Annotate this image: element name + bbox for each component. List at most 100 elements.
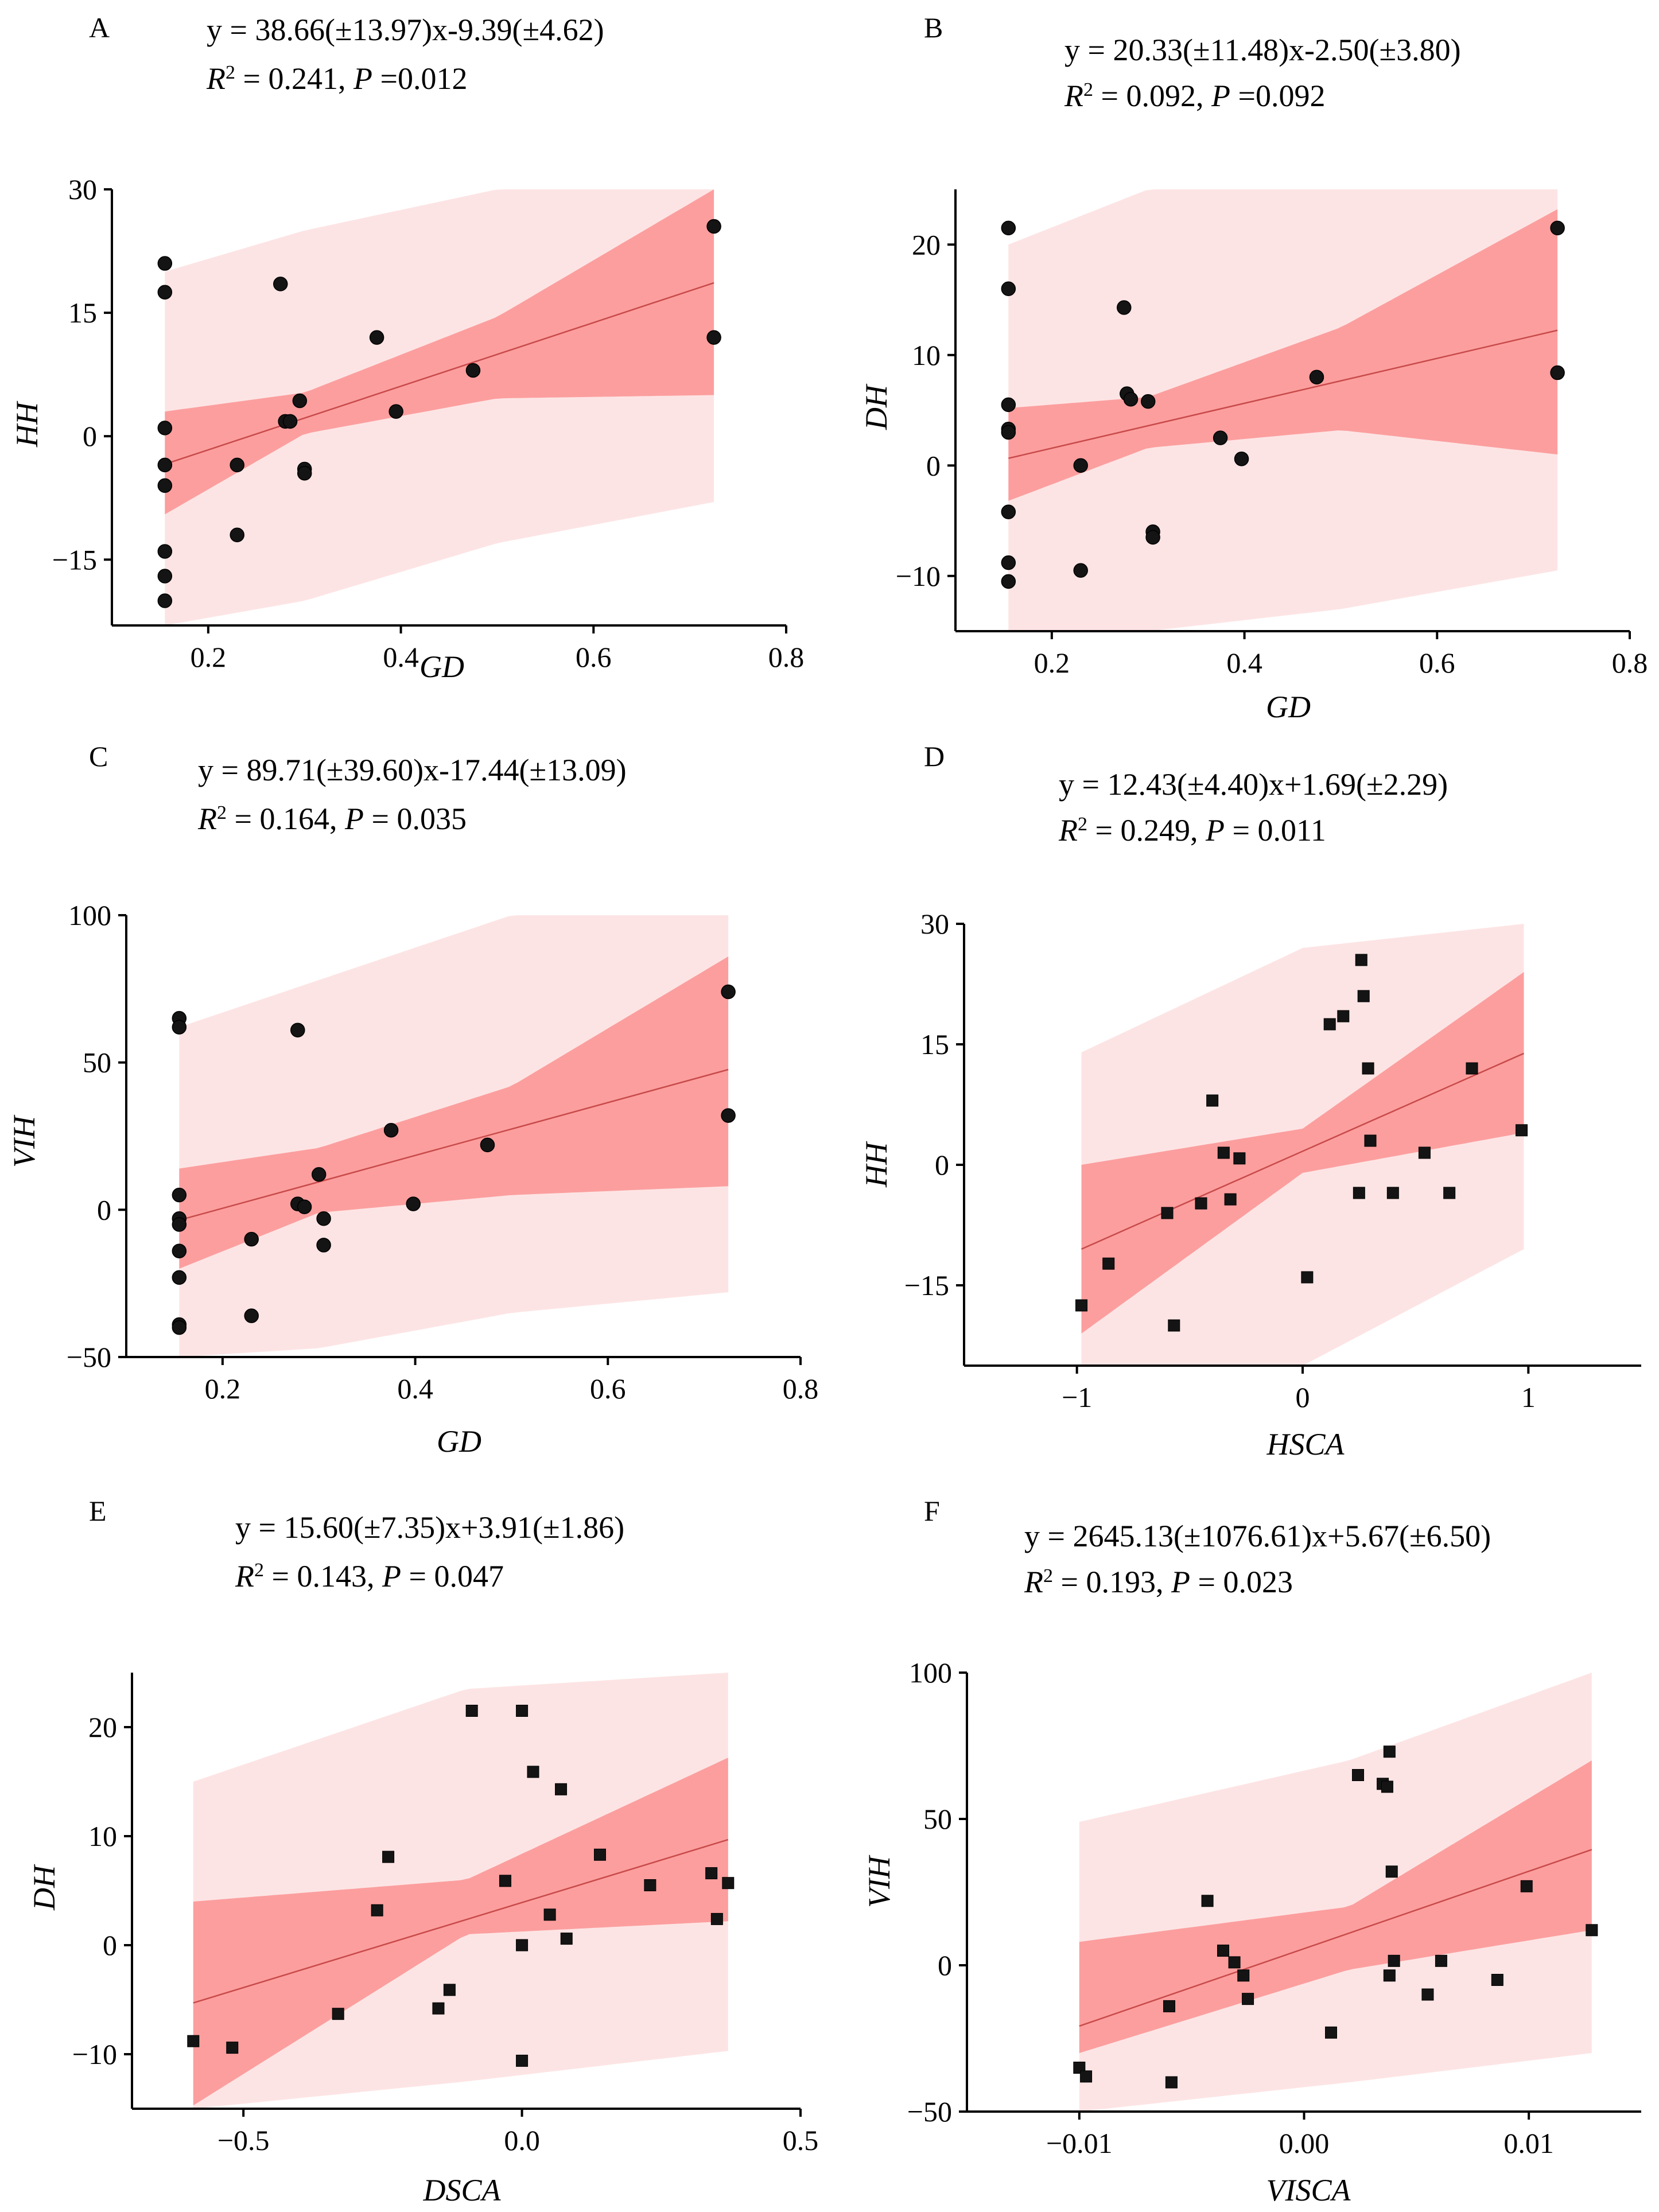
panel-F-fit-line: [1079, 1849, 1592, 2027]
panel-C-xtick-label: 0.2: [205, 1373, 241, 1405]
panel-F-point: [1388, 1954, 1400, 1967]
panel-A-confidence-band: [165, 189, 714, 515]
panel-D-point: [1195, 1197, 1207, 1210]
panel-E-p: 0.047: [434, 1559, 504, 1593]
panel-D-point: [1386, 1187, 1399, 1199]
panel-D-point: [1224, 1193, 1237, 1206]
panel-F-ytick-label: 100: [909, 1657, 952, 1689]
panel-E-point: [226, 2042, 239, 2054]
panel-D-fit-line: [1081, 1052, 1524, 1250]
panel-A-point: [706, 330, 721, 345]
panel-D-equation: y = 12.43(±4.40)x+1.69(±2.29): [1059, 767, 1448, 802]
panel-E-point: [705, 1867, 718, 1880]
panel-B-point: [1001, 397, 1016, 413]
panel-A-p: 0.012: [398, 61, 468, 96]
panel-C-ytick-label: 100: [68, 899, 111, 931]
panel-B-ytick-label: 20: [912, 228, 941, 261]
panel-E-xlabel: DSCA: [423, 2173, 502, 2207]
panel-D-xtick-label: −1: [1062, 1381, 1092, 1413]
panel-E-xtick-label: −0.5: [217, 2124, 270, 2156]
panel-F-xlabel: VISCA: [1266, 2173, 1351, 2207]
panel-E-ytick-label: 0: [103, 1929, 117, 1961]
panel-F-point: [1381, 1781, 1393, 1793]
panel-B-p: 0.092: [1256, 79, 1326, 113]
panel-B-point: [1550, 365, 1565, 380]
panel-E-point: [187, 2035, 200, 2047]
panel-B-letter: B: [924, 11, 943, 44]
panel-E-point: [555, 1783, 568, 1795]
panel-B-r2: 0.092: [1126, 79, 1196, 113]
panel-A-point: [465, 363, 481, 378]
panel-D-point: [1217, 1146, 1230, 1159]
panel-F-point: [1237, 1969, 1250, 1982]
panel-C-point: [172, 1243, 187, 1258]
panel-B-point: [1073, 563, 1088, 578]
panel-F-point: [1421, 1988, 1434, 2001]
panel-A-point: [157, 457, 173, 473]
panel-C-point: [172, 1187, 187, 1203]
panel-D-xtick-label: 0: [1296, 1381, 1310, 1413]
panel-E-point: [432, 2002, 445, 2015]
panel-D-point: [1466, 1062, 1478, 1075]
panel-B-point: [1234, 451, 1249, 466]
panel-B-point: [1001, 555, 1016, 570]
panel-F-point: [1201, 1895, 1214, 1907]
panel-F-point: [1163, 2000, 1175, 2012]
panel-A-fit-line: [164, 282, 714, 465]
panel-E-stats: R2 = 0.143, P = 0.047: [235, 1559, 504, 1593]
panel-F-confidence-band: [1079, 1760, 1592, 2053]
panel-F-point: [1520, 1880, 1533, 1892]
panel-D-point: [1418, 1146, 1431, 1159]
panel-E-ytick-label: 20: [88, 1711, 117, 1743]
panel-C: C y = 89.71(±39.60)x-17.44(±13.09) R2 = …: [7, 740, 818, 1459]
panel-D-point: [1443, 1187, 1456, 1199]
panel-B-ytick-label: −10: [896, 560, 941, 592]
panel-B-point: [1550, 220, 1565, 236]
panel-F-ylabel: VIH: [862, 1855, 896, 1908]
panel-D-stats: R2 = 0.249, P = 0.011: [1058, 813, 1326, 848]
panel-E-point: [499, 1875, 511, 1887]
panel-E-xtick-label: 0.5: [783, 2124, 819, 2156]
panel-B-point: [1123, 392, 1139, 407]
panel-A-letter: A: [89, 11, 110, 44]
panel-E-confidence-band: [193, 1758, 728, 2106]
panel-C-xtick-label: 0.8: [783, 1373, 819, 1405]
panel-D-point: [1355, 954, 1367, 966]
panel-D-point: [1102, 1257, 1115, 1270]
panel-F-point: [1325, 2026, 1337, 2039]
panel-B-xtick-label: 0.4: [1226, 647, 1262, 679]
panel-D-point: [1364, 1134, 1377, 1147]
panel-E-point: [543, 1908, 556, 1921]
panel-D-point: [1362, 1062, 1374, 1075]
panel-F-p-sep: =: [1198, 1565, 1223, 1599]
panel-D-r2: 0.249: [1120, 813, 1190, 848]
panel-B-fit-line: [1008, 329, 1558, 459]
panel-B-point: [1213, 430, 1228, 445]
panel-E-point: [332, 2008, 344, 2020]
panel-F-ytick-label: 50: [923, 1803, 952, 1835]
panel-D-ytick-label: −15: [904, 1269, 949, 1301]
panel-F-xtick-label: 0.01: [1503, 2127, 1554, 2159]
panel-F-point: [1165, 2076, 1178, 2089]
panel-A-stats: R2 = 0.241, P =0.012: [206, 61, 467, 96]
panel-C-ytick-label: 0: [97, 1194, 111, 1226]
panel-C-point: [244, 1308, 259, 1323]
panel-A-ytick-label: 0: [83, 420, 97, 452]
panel-A-point: [157, 544, 173, 559]
panel-F-point: [1242, 1993, 1254, 2005]
panel-B-point: [1001, 574, 1016, 589]
panel-D-point: [1301, 1271, 1314, 1284]
panel-E-point: [644, 1879, 656, 1891]
panel-E-r2: 0.143: [297, 1559, 367, 1593]
panel-A-plot-area: 0.2 0.4 0.6 0.8 −15 0 15 30: [52, 173, 804, 673]
panel-B-point: [1001, 281, 1016, 296]
panel-D-point: [1168, 1319, 1180, 1332]
panel-C-ylabel: VIH: [7, 1114, 41, 1168]
panel-C-fit-line: [178, 1068, 729, 1221]
panel-F-point: [1352, 1769, 1364, 1781]
panel-F-plot-area: −0.01 0.00 0.01 −50 0 50 100: [907, 1657, 1641, 2159]
panel-B-point: [1001, 504, 1016, 519]
panel-F-stats: R2 = 0.193, P = 0.023: [1024, 1565, 1293, 1599]
panel-C-point: [311, 1167, 327, 1182]
panel-D-point: [1233, 1152, 1246, 1165]
